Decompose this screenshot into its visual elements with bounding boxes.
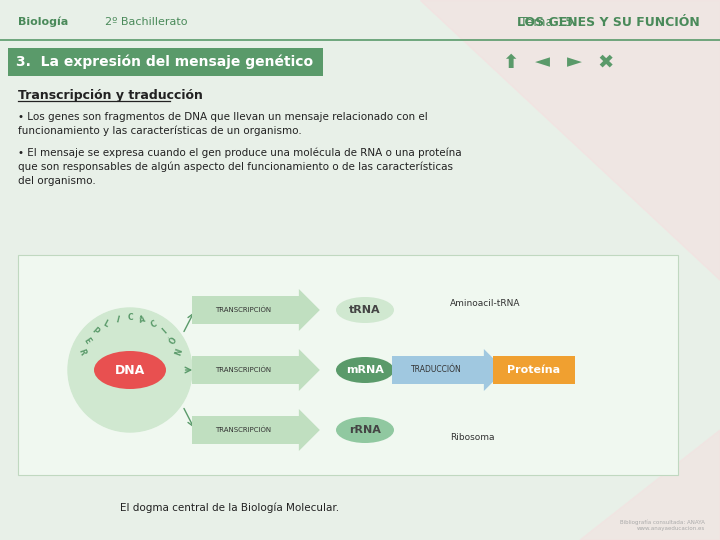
Text: Ribosoma: Ribosoma <box>450 434 495 442</box>
Text: tRNA: tRNA <box>349 305 381 315</box>
FancyBboxPatch shape <box>493 356 575 384</box>
Text: • Los genes son fragmentos de DNA que llevan un mensaje relacionado con el
funci: • Los genes son fragmentos de DNA que ll… <box>18 112 428 136</box>
Text: Tema 15.: Tema 15. <box>520 16 581 29</box>
Text: ►: ► <box>567 52 582 71</box>
Text: Aminoacil-tRNA: Aminoacil-tRNA <box>450 299 521 307</box>
Text: Bibliografía consultada: ANAYA
www.anayaeducacion.es: Bibliografía consultada: ANAYA www.anaya… <box>620 519 705 531</box>
Text: TRANSCRIPCIÓN: TRANSCRIPCIÓN <box>215 307 271 313</box>
Text: I: I <box>161 327 169 336</box>
Text: I: I <box>115 315 120 324</box>
FancyBboxPatch shape <box>18 255 678 475</box>
Text: TRANSCRIPCIÓN: TRANSCRIPCIÓN <box>215 367 271 373</box>
Polygon shape <box>580 430 720 540</box>
Text: N: N <box>174 348 184 357</box>
Text: LOS GENES Y SU FUNCIÓN: LOS GENES Y SU FUNCIÓN <box>517 16 700 29</box>
Text: DNA: DNA <box>115 363 145 376</box>
Ellipse shape <box>336 357 394 383</box>
Text: Biología: Biología <box>18 17 68 27</box>
Text: 3.  La expresión del mensaje genético: 3. La expresión del mensaje genético <box>16 55 313 69</box>
FancyBboxPatch shape <box>8 48 323 76</box>
Text: TRANSCRIPCIÓN: TRANSCRIPCIÓN <box>215 427 271 433</box>
FancyBboxPatch shape <box>392 349 505 391</box>
Text: rRNA: rRNA <box>349 425 381 435</box>
FancyBboxPatch shape <box>192 349 320 391</box>
Text: P: P <box>90 326 100 336</box>
Text: A: A <box>139 314 146 325</box>
Text: Transcripción y traducción: Transcripción y traducción <box>18 89 203 102</box>
Polygon shape <box>420 0 720 280</box>
FancyBboxPatch shape <box>192 289 320 331</box>
FancyBboxPatch shape <box>192 409 320 451</box>
Text: ✖: ✖ <box>598 52 614 71</box>
Ellipse shape <box>94 351 166 389</box>
Text: ◄: ◄ <box>534 52 549 71</box>
Text: El dogma central de la Biología Molecular.: El dogma central de la Biología Molecula… <box>120 503 339 513</box>
Text: C: C <box>127 314 132 322</box>
Text: C: C <box>150 319 159 329</box>
Text: R: R <box>76 348 86 356</box>
Text: E: E <box>81 336 92 346</box>
Text: Proteína: Proteína <box>508 365 561 375</box>
Ellipse shape <box>336 417 394 443</box>
Circle shape <box>68 308 192 432</box>
Text: Ó: Ó <box>168 336 179 346</box>
Text: • El mensaje se expresa cuando el gen produce una molécula de RNA o una proteína: • El mensaje se expresa cuando el gen pr… <box>18 148 462 186</box>
Text: TRADUCCIÓN: TRADUCCIÓN <box>411 366 462 375</box>
Text: mRNA: mRNA <box>346 365 384 375</box>
Text: ⬆: ⬆ <box>502 52 518 71</box>
Text: L: L <box>102 319 110 329</box>
Text: 2º Bachillerato: 2º Bachillerato <box>105 17 187 27</box>
Ellipse shape <box>336 297 394 323</box>
